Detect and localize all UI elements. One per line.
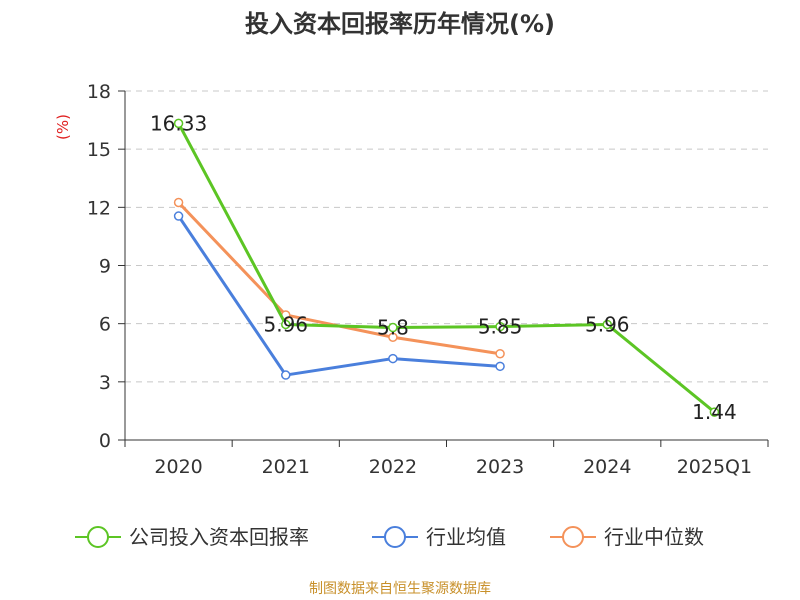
data-point <box>281 370 291 380</box>
y-tick-label: 12 <box>87 197 111 219</box>
data-point <box>709 407 720 417</box>
data-label: 5.8 <box>377 316 409 340</box>
y-axis-label: (%) <box>54 114 72 140</box>
legend-marker-icon <box>87 526 109 548</box>
x-tick-label: 2021 <box>262 456 310 478</box>
data-point <box>173 118 184 129</box>
data-point <box>388 353 398 364</box>
data-label: 1.44 <box>692 400 737 424</box>
data-point <box>173 197 184 208</box>
legend: 公司投入资本回报率 行业均值 行业中位数 <box>75 525 704 549</box>
x-tick-label: 2024 <box>583 456 631 478</box>
data-point <box>388 322 398 333</box>
data-point <box>495 321 505 332</box>
axes: 0 3 6 9 12 15 18 2020 2021 2022 2023 2024 2025Q1 (%) <box>54 81 769 478</box>
data-label: 5.96 <box>585 312 630 336</box>
x-tick-label: 2025Q1 <box>677 456 752 478</box>
series-line <box>177 201 501 356</box>
x-tick-label: 2023 <box>476 456 524 478</box>
series-line <box>177 122 716 414</box>
data-point <box>495 361 505 372</box>
y-tick-label: 15 <box>87 139 111 161</box>
y-tick-label: 18 <box>87 81 111 103</box>
y-tick-label: 9 <box>99 256 111 278</box>
y-tick-label: 3 <box>99 372 111 394</box>
data-label: 16.33 <box>150 111 207 135</box>
series-lines <box>173 118 720 417</box>
data-label: 5.85 <box>478 315 523 339</box>
grid-lines <box>125 90 768 383</box>
data-point <box>602 319 612 330</box>
data-label: 5.96 <box>263 312 308 336</box>
legend-label: 公司投入资本回报率 <box>129 525 309 549</box>
y-tick-label: 0 <box>99 430 111 452</box>
legend-marker-icon <box>384 526 406 548</box>
series-line <box>177 215 501 377</box>
source-note: 制图数据来自恒生聚源数据库 <box>309 581 491 597</box>
legend-label: 行业均值 <box>426 525 506 549</box>
data-labels: 16.33 5.96 5.8 5.85 5.96 1.44 <box>150 111 737 424</box>
legend-marker-icon <box>562 526 584 548</box>
y-tick-label: 6 <box>99 314 111 336</box>
data-point <box>495 348 505 359</box>
x-tick-label: 2020 <box>154 456 202 478</box>
data-point <box>281 319 291 330</box>
chart-title: 投入资本回报率历年情况(%) <box>245 10 555 38</box>
x-tick-label: 2022 <box>369 456 417 478</box>
data-point <box>173 211 184 221</box>
legend-label: 行业中位数 <box>604 525 704 549</box>
data-point <box>388 332 398 342</box>
